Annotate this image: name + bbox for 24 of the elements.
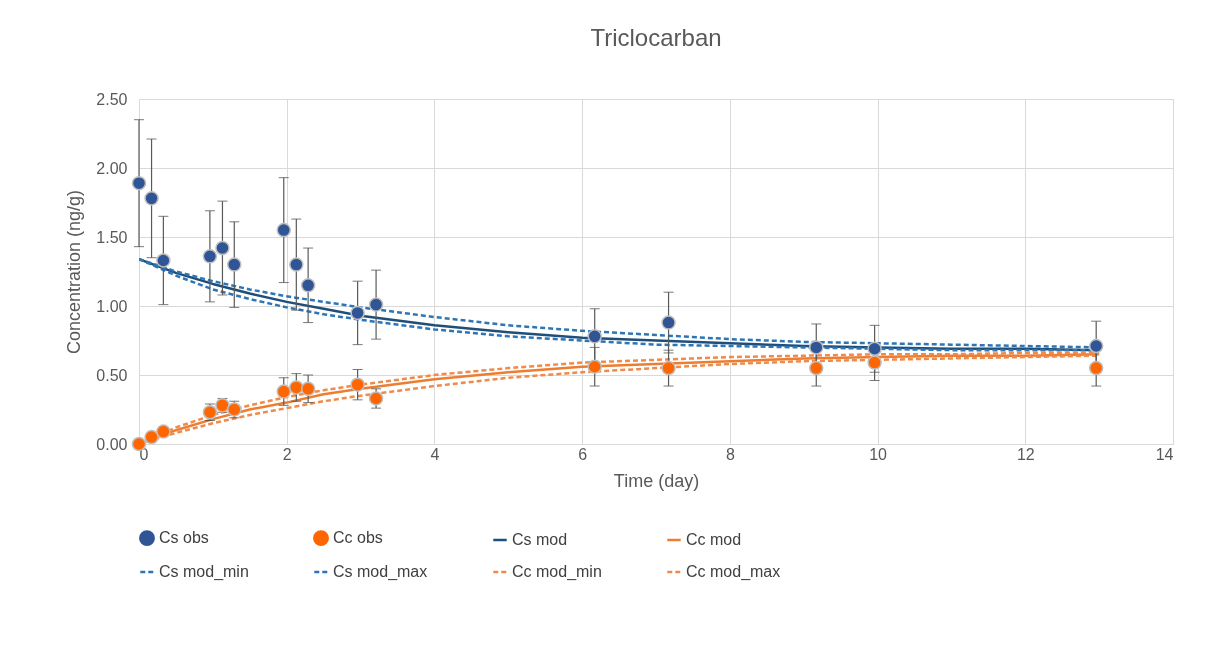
chart-title: Triclocarban	[590, 24, 722, 51]
legend-label: Cs obs	[159, 529, 209, 547]
x-tick-label: 12	[1016, 445, 1035, 463]
x-tick-label: 8	[725, 445, 735, 463]
legend-label: Cc obs	[333, 529, 383, 547]
x-tick-label: 2	[282, 445, 292, 463]
y-tick-label: 0.50	[96, 366, 128, 384]
legend-label: Cc mod	[686, 531, 742, 548]
x-tick-label: 6	[578, 445, 588, 463]
y-tick-label: 2.00	[96, 159, 128, 177]
legend-label: Cc mod_min	[512, 563, 602, 581]
y-tick-label: 0.00	[96, 435, 128, 453]
x-axis-title: Time (day)	[613, 470, 700, 491]
legend-label: Cs mod_min	[159, 563, 249, 581]
x-tick-label: 10	[869, 445, 888, 463]
y-axis-title: Concentration (ng/g)	[64, 189, 85, 355]
y-tick-label: 2.50	[96, 90, 128, 108]
x-tick-label: 14	[1155, 445, 1174, 463]
y-tick-label: 1.00	[96, 297, 128, 315]
y-tick-label: 1.50	[96, 228, 128, 246]
x-tick-label: 4	[430, 445, 440, 463]
legend-label: Cs mod_max	[333, 563, 428, 581]
legend-label: Cc mod_max	[686, 563, 781, 581]
legend-label: Cs mod	[512, 531, 568, 548]
